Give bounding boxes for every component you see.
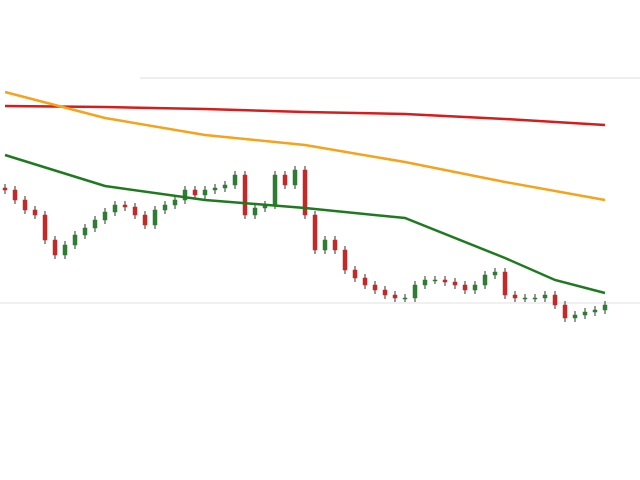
candle-body bbox=[512, 294, 518, 299]
candle-body bbox=[402, 297, 408, 300]
candle-body bbox=[362, 277, 368, 286]
candle-body bbox=[92, 219, 98, 229]
candle-body bbox=[522, 297, 528, 300]
candle-body bbox=[202, 189, 208, 196]
candle-body bbox=[2, 187, 8, 191]
candle-body bbox=[282, 174, 288, 186]
candle-body bbox=[102, 211, 108, 221]
candle-body bbox=[12, 189, 18, 201]
candle-body bbox=[162, 204, 168, 211]
candle-body bbox=[562, 304, 568, 319]
candle-body bbox=[322, 239, 328, 251]
candle-body bbox=[482, 274, 488, 286]
candle-body bbox=[552, 294, 558, 306]
candle-body bbox=[462, 284, 468, 291]
candle-body bbox=[412, 284, 418, 299]
candle-body bbox=[172, 199, 178, 206]
candle-body bbox=[542, 294, 548, 299]
candle-body bbox=[302, 169, 308, 216]
candle-body bbox=[292, 169, 298, 186]
candle-body bbox=[422, 279, 428, 286]
candle-body bbox=[572, 314, 578, 319]
candle-body bbox=[252, 207, 258, 216]
candle-body bbox=[272, 174, 278, 206]
candle-body bbox=[312, 214, 318, 251]
candle-body bbox=[342, 249, 348, 271]
candle-body bbox=[432, 279, 438, 282]
moving-average bbox=[4, 104, 606, 127]
candle-body bbox=[122, 204, 128, 208]
candle-body bbox=[72, 234, 78, 246]
candle-body bbox=[32, 209, 38, 216]
candle-body bbox=[152, 209, 158, 226]
candle-body bbox=[82, 227, 88, 236]
moving-average bbox=[4, 90, 606, 202]
candle-body bbox=[242, 174, 248, 216]
candle-body bbox=[502, 271, 508, 296]
candle-body bbox=[372, 284, 378, 291]
candle-body bbox=[232, 174, 238, 186]
candle-body bbox=[222, 184, 228, 189]
moving-average bbox=[4, 153, 606, 295]
candle-body bbox=[492, 271, 498, 276]
candle-body bbox=[392, 294, 398, 299]
candle-body bbox=[332, 239, 338, 251]
candle-body bbox=[132, 206, 138, 216]
candle-body bbox=[42, 214, 48, 241]
candle-body bbox=[382, 289, 388, 296]
candle-body bbox=[592, 309, 598, 313]
candle-body bbox=[602, 304, 608, 311]
candle-body bbox=[442, 279, 448, 283]
candle-body bbox=[22, 199, 28, 211]
candle-body bbox=[52, 239, 58, 256]
candle-body bbox=[532, 297, 538, 300]
candle-body bbox=[452, 281, 458, 286]
candle-body bbox=[182, 189, 188, 201]
candle-body bbox=[62, 244, 68, 256]
candle-body bbox=[472, 284, 478, 291]
candle-body bbox=[142, 214, 148, 226]
candle-body bbox=[352, 269, 358, 279]
candle-body bbox=[212, 187, 218, 191]
candle-body bbox=[192, 189, 198, 196]
candle-body bbox=[112, 204, 118, 213]
candle-body bbox=[582, 311, 588, 316]
